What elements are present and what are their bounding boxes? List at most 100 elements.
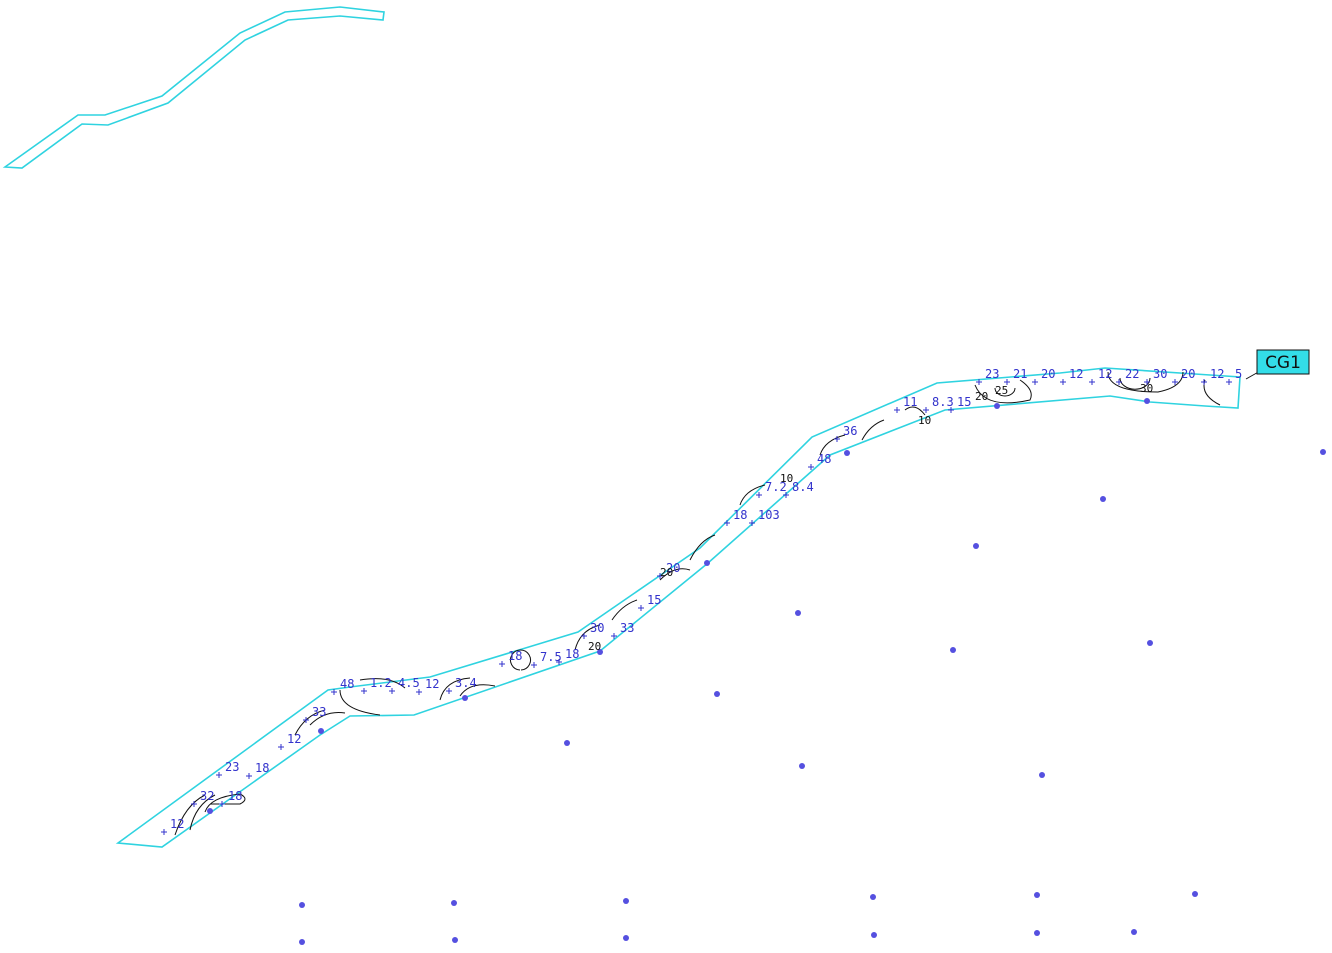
spot-height: 30 — [1153, 367, 1167, 381]
spot-height: 12 — [287, 732, 301, 746]
spot-height: 3.4 — [455, 676, 477, 690]
control-point — [452, 937, 458, 943]
control-point — [1320, 449, 1326, 455]
spot-marker — [581, 633, 587, 639]
spot-marker — [923, 407, 929, 413]
spot-height: 12 — [1069, 367, 1083, 381]
spot-height: 33 — [620, 621, 634, 635]
spot-height: 23 — [225, 760, 239, 774]
spot-marker — [756, 492, 762, 498]
spot-height: 48 — [817, 452, 831, 466]
contour-line — [739, 406, 926, 506]
contour-label: 10 — [780, 472, 793, 485]
spot-height: 18 — [508, 649, 522, 663]
control-point — [299, 902, 305, 908]
spot-height: 7.5 — [540, 650, 562, 664]
boundary-outline — [2, 6, 385, 169]
spot-marker — [976, 379, 982, 385]
control-point — [844, 450, 850, 456]
survey-strip — [115, 367, 1241, 848]
contour-line — [359, 649, 531, 701]
contour-line — [294, 689, 381, 736]
control-point — [623, 898, 629, 904]
contour-line — [974, 371, 1221, 406]
spot-marker — [1226, 379, 1232, 385]
contour-label: 20 — [660, 566, 673, 579]
control-point — [704, 560, 710, 566]
control-point — [870, 894, 876, 900]
spot-marker — [361, 688, 367, 694]
contour-label: 10 — [918, 414, 931, 427]
spot-height: 15 — [647, 593, 661, 607]
control-point — [1039, 772, 1045, 778]
spot-height: 33 — [312, 705, 326, 719]
spot-height: 103 — [758, 508, 780, 522]
callout-label: CG1 — [1265, 353, 1301, 373]
spot-height: 11 — [903, 395, 917, 409]
control-point — [714, 691, 720, 697]
contour-label: 25 — [995, 384, 1008, 397]
control-points — [207, 398, 1326, 945]
spot-marker — [894, 407, 900, 413]
spot-height: 32 — [200, 789, 214, 803]
spot-marker — [416, 689, 422, 695]
contour-label: 20 — [975, 390, 988, 403]
spot-marker — [611, 633, 617, 639]
control-point — [1147, 640, 1153, 646]
contour-labels: 20 25 30 20 10 10 20 — [588, 382, 1153, 653]
spot-height: 20 — [1041, 367, 1055, 381]
contour-line — [174, 793, 246, 836]
control-point — [597, 649, 603, 655]
callout: CG1 — [1245, 349, 1310, 380]
spot-marker — [556, 659, 562, 665]
spot-height: 8.3 — [932, 395, 954, 409]
spot-height: 22 — [1125, 367, 1139, 381]
spot-marker — [808, 464, 814, 470]
spot-height: 5 — [1235, 367, 1242, 381]
spot-marker — [834, 436, 840, 442]
spot-height: 18 — [565, 647, 579, 661]
spot-height: 4.5 — [398, 676, 420, 690]
spot-height: 15 — [957, 395, 971, 409]
control-point — [950, 647, 956, 653]
control-point — [1034, 892, 1040, 898]
spot-marker — [724, 520, 730, 526]
spot-height: 18 — [255, 761, 269, 775]
spot-marker — [1032, 379, 1038, 385]
control-point — [1144, 398, 1150, 404]
spot-height: 12 — [1210, 367, 1224, 381]
spot-height: 18 — [733, 508, 747, 522]
spot-marker — [278, 744, 284, 750]
control-point — [799, 763, 805, 769]
control-point — [623, 935, 629, 941]
spot-marker — [246, 773, 252, 779]
spot-marker — [1089, 379, 1095, 385]
spot-marker — [1060, 379, 1066, 385]
spot-height: 20 — [666, 561, 680, 575]
control-point — [207, 808, 213, 814]
spot-marker — [1144, 379, 1150, 385]
spot-height: 20 — [1181, 367, 1195, 381]
spot-marker — [331, 689, 337, 695]
control-point — [564, 740, 570, 746]
spot-marker — [638, 605, 644, 611]
spot-marker — [161, 829, 167, 835]
spot-height: 12 — [1098, 367, 1112, 381]
control-point — [1131, 929, 1137, 935]
spot-marker — [303, 717, 309, 723]
spot-marker — [531, 662, 537, 668]
contour-label: 30 — [1140, 382, 1153, 395]
spot-marker — [1201, 379, 1207, 385]
spot-marker — [216, 772, 222, 778]
spot-marker — [499, 661, 505, 667]
spot-height: 18 — [228, 789, 242, 803]
spot-height: 21 — [1013, 367, 1027, 381]
control-point — [318, 728, 324, 734]
control-point — [299, 939, 305, 945]
spot-height: 36 — [843, 424, 857, 438]
control-point — [871, 932, 877, 938]
